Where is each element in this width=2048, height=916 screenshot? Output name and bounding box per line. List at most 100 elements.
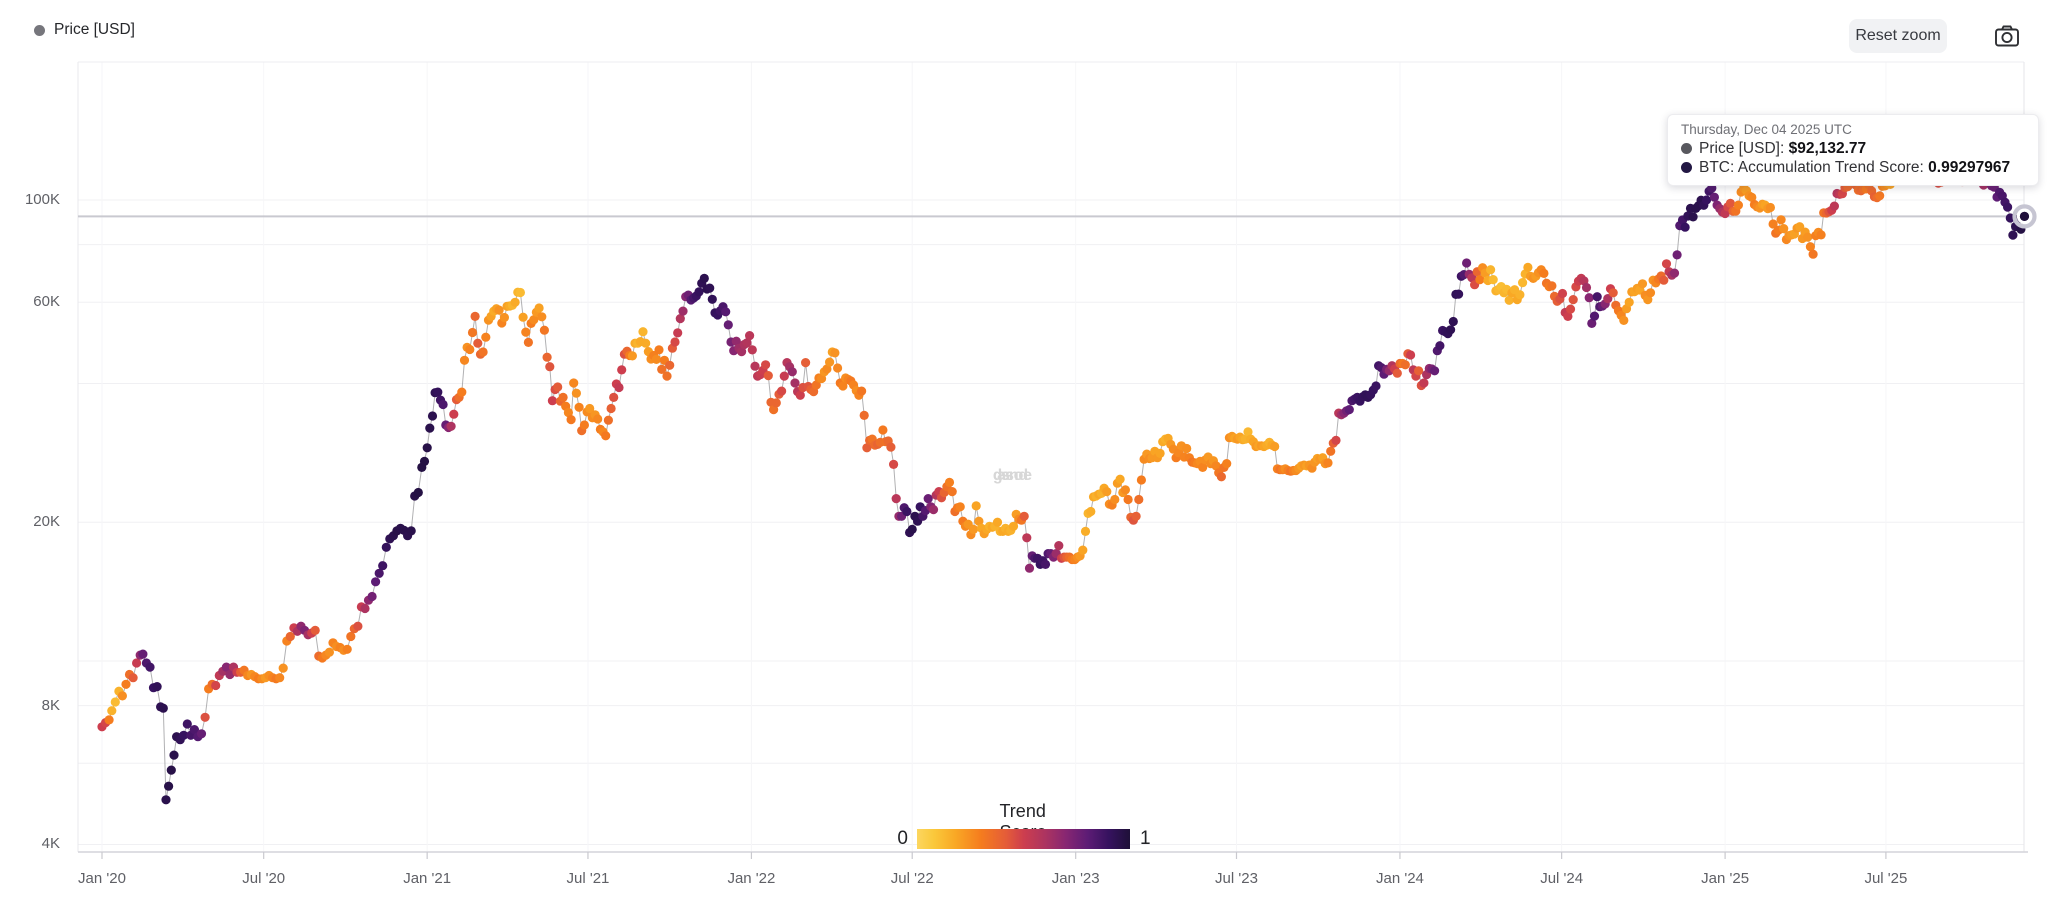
price-point (750, 361, 760, 371)
price-point (1779, 224, 1789, 234)
price-point (825, 357, 835, 367)
price-point (822, 364, 832, 374)
price-point (673, 328, 683, 338)
price-point (902, 506, 912, 517)
glassnode-watermark: glassnode (992, 467, 1032, 484)
y-axis-label: 8K (41, 696, 60, 714)
price-point (1659, 275, 1669, 285)
price-point (638, 327, 648, 337)
price-point (353, 621, 363, 631)
price-point (1518, 278, 1528, 288)
hover-halo-ring (2012, 204, 2037, 229)
price-point (1603, 294, 1613, 304)
price-point (1040, 559, 1051, 570)
price-point (1344, 405, 1354, 415)
price-point (2008, 230, 2018, 240)
x-axis-label: Jul '20 (242, 870, 286, 887)
price-point (1102, 487, 1112, 497)
price-point (459, 355, 470, 365)
reset-zoom-button[interactable]: Reset zoom (1849, 19, 1947, 53)
price-point (1661, 259, 1672, 269)
price-point (563, 407, 574, 418)
price-dot-icon (1681, 143, 1692, 154)
price-point (1430, 366, 1440, 376)
price-point (1198, 462, 1208, 472)
price-point (342, 644, 352, 654)
price-point (481, 332, 491, 342)
price-point (145, 662, 155, 672)
price-point (425, 423, 435, 433)
price-point (529, 315, 539, 325)
price-point (1584, 293, 1594, 303)
price-point (558, 392, 568, 402)
price-point (1182, 443, 1192, 454)
price-point (547, 396, 558, 406)
screenshot-button[interactable] (1993, 22, 2021, 50)
price-point (787, 367, 797, 377)
price-point (675, 314, 685, 324)
price-point (110, 697, 120, 707)
price-point (152, 682, 162, 692)
price-point (891, 494, 901, 504)
price-point (579, 420, 590, 430)
price-point (1523, 262, 1533, 272)
price-point (470, 311, 480, 321)
price-point (1115, 474, 1125, 484)
price-point (518, 312, 528, 322)
price-point (1024, 563, 1035, 573)
price-point (723, 320, 733, 330)
price-point (1488, 275, 1498, 285)
price-point (571, 388, 582, 398)
x-axis-label: Jul '25 (1864, 870, 1908, 887)
price-point (606, 403, 616, 414)
price-point (779, 371, 789, 381)
price-point (221, 662, 231, 672)
price-point (857, 386, 867, 396)
price-point (378, 561, 388, 571)
price-point (662, 371, 672, 381)
price-point (457, 387, 467, 397)
price-point (838, 381, 848, 391)
y-axis-label: 100K (24, 191, 60, 208)
price-point (433, 387, 443, 397)
series-legend[interactable]: Price [USD] (34, 21, 135, 39)
price-point (132, 658, 142, 668)
price-point (614, 382, 624, 393)
tooltip-score-row: BTC: Accumulation Trend Score: 0.9929796… (1681, 158, 2038, 177)
price-point (1608, 288, 1618, 298)
price-point (1086, 506, 1096, 517)
price-point (1803, 232, 1813, 242)
price-point (1568, 295, 1578, 305)
price-point (694, 287, 704, 297)
price-point (811, 380, 821, 390)
price-point (566, 415, 576, 425)
price-point (523, 337, 534, 347)
price-point (790, 378, 800, 388)
price-point (367, 591, 377, 602)
price-series-dot-icon (34, 24, 45, 36)
price-point (641, 338, 651, 348)
price-point (1123, 494, 1133, 505)
price-point (1392, 368, 1402, 378)
price-point (1022, 533, 1032, 543)
x-axis-label: Jan '21 (403, 870, 452, 887)
y-axis-label: 20K (33, 513, 60, 531)
price-point (278, 663, 288, 673)
color-legend-max-label: 1 (1140, 828, 1151, 849)
price-point (1875, 191, 1885, 201)
price-point (324, 647, 334, 657)
price-point (1776, 215, 1786, 225)
price-point (534, 303, 544, 313)
price-point (494, 305, 504, 315)
price-point (907, 524, 917, 535)
price-point (1669, 268, 1680, 278)
price-point (2003, 202, 2013, 212)
price-point (862, 443, 872, 453)
price-point (1515, 290, 1525, 300)
price-point (1419, 378, 1429, 388)
price-point (593, 414, 603, 424)
series-legend-label: Price [USD] (54, 21, 135, 38)
price-point (654, 345, 664, 355)
price-point (705, 283, 715, 293)
